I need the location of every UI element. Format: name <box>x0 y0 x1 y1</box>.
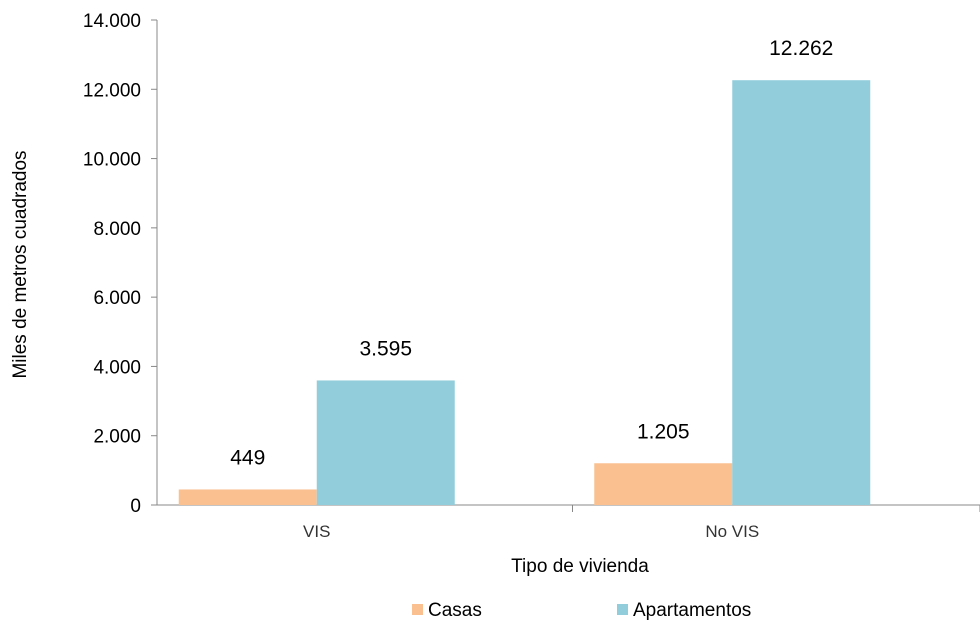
bar <box>317 380 455 505</box>
y-tick-label: 14.000 <box>83 11 141 32</box>
y-tick-label: 2.000 <box>93 427 141 448</box>
y-tick-label: 4.000 <box>93 357 141 378</box>
y-tick-label: 8.000 <box>93 219 141 240</box>
x-tick-label: VIS <box>303 522 330 541</box>
x-tick-label: No VIS <box>705 522 759 541</box>
legend-label: Casas <box>428 600 482 621</box>
legend-label: Apartamentos <box>633 600 751 621</box>
data-label: 449 <box>230 446 265 469</box>
bar <box>594 463 732 505</box>
legend-swatch <box>617 604 628 615</box>
data-label: 1.205 <box>637 420 690 443</box>
data-label: 12.262 <box>769 37 833 60</box>
legend-swatch <box>412 604 423 615</box>
y-tick-label: 12.000 <box>83 80 141 101</box>
bar <box>179 489 317 505</box>
legend: Casas Apartamentos <box>412 600 751 621</box>
y-tick-label: 6.000 <box>93 288 141 309</box>
y-axis-title: Miles de metros cuadrados <box>10 150 31 378</box>
data-label: 3.595 <box>359 337 412 360</box>
y-tick-label: 10.000 <box>83 150 141 171</box>
x-axis-title: Tipo de vivienda <box>511 556 649 577</box>
bar <box>732 80 870 505</box>
plot-area: 0 2.000 4.000 6.000 8.000 10.000 12.000 14.000 V… <box>83 11 980 541</box>
y-tick-label: 0 <box>130 496 141 517</box>
